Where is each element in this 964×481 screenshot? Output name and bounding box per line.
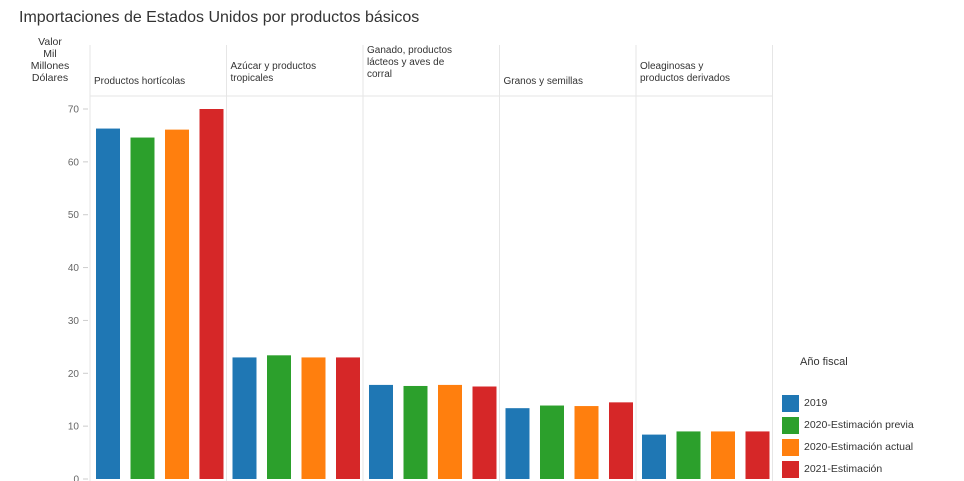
legend-label: 2021-Estimación xyxy=(804,463,883,475)
category-label: productos derivados xyxy=(640,73,730,84)
legend-swatch xyxy=(782,438,799,456)
y-axis-label-line: Valor xyxy=(38,36,62,48)
y-axis-label: Valor Mil Millones Dólares xyxy=(28,36,72,84)
category-label: Azúcar y productos xyxy=(231,61,317,72)
y-tick-label: 70 xyxy=(68,105,80,116)
y-tick-label: 0 xyxy=(73,475,79,481)
legend-item-2019[interactable]: 2019 xyxy=(782,394,827,412)
legend-item-2020-previa[interactable]: 2020-Estimación previa xyxy=(782,416,914,434)
legend-label: 2020-Estimación previa xyxy=(804,419,914,431)
y-tick-label: 20 xyxy=(68,369,80,380)
category-label: Ganado, productos xyxy=(367,45,452,56)
bar-2020-estimaci-n-previa xyxy=(540,405,564,479)
y-tick-label: 30 xyxy=(68,316,80,327)
y-tick-label: 50 xyxy=(68,210,80,221)
category-label: Productos hortícolas xyxy=(94,76,185,87)
bar-2019 xyxy=(505,408,530,479)
y-tick-label: 10 xyxy=(68,422,80,433)
y-axis-label-line: Mil xyxy=(43,48,57,60)
bar-2019 xyxy=(96,128,120,480)
category-label: Granos y semillas xyxy=(504,76,583,87)
bar-2021-estimaci-n xyxy=(609,402,633,479)
bar-2019 xyxy=(232,357,257,479)
bar-2021-estimaci-n xyxy=(745,431,770,479)
y-axis-label-line: Dólares xyxy=(31,72,69,84)
category-label: lácteos y aves de xyxy=(367,57,445,68)
bar-2020-estimaci-n-previa xyxy=(267,355,291,479)
chart-title: Importaciones de Estados Unidos por prod… xyxy=(19,9,420,26)
bar-2020-estimaci-n-actual xyxy=(438,384,462,479)
legend-title: Año fiscal xyxy=(800,356,848,368)
legend-item-2021[interactable]: 2021-Estimación xyxy=(782,460,882,478)
bar-2020-estimaci-n-actual xyxy=(711,431,735,479)
legend-label: 2019 xyxy=(804,397,828,409)
bar-2020-estimaci-n-actual xyxy=(574,406,599,479)
bar-2020-estimaci-n-actual xyxy=(301,357,326,479)
legend-swatch xyxy=(782,460,799,478)
bar-2020-estimaci-n-previa xyxy=(130,137,155,480)
y-axis-label-line: Millones xyxy=(30,60,70,72)
bar-2020-estimaci-n-previa xyxy=(403,385,428,479)
legend-label: 2020-Estimación actual xyxy=(804,441,914,453)
bar-2019 xyxy=(369,384,393,479)
category-label: corral xyxy=(367,69,392,80)
bar-2020-estimaci-n-actual xyxy=(165,129,189,479)
legend-swatch xyxy=(782,416,799,434)
bar-2020-estimaci-n-previa xyxy=(676,431,701,479)
category-label: Oleaginosas y xyxy=(640,61,703,72)
legend-swatch xyxy=(782,394,799,412)
bar-2021-estimaci-n xyxy=(199,109,224,479)
legend-item-2020-actual[interactable]: 2020-Estimación actual xyxy=(782,438,913,456)
bar-2019 xyxy=(642,434,666,479)
bar-2021-estimaci-n xyxy=(472,386,497,479)
y-tick-label: 40 xyxy=(68,263,80,274)
bar-2021-estimaci-n xyxy=(336,357,360,479)
category-label: tropicales xyxy=(231,73,274,84)
y-tick-label: 60 xyxy=(68,157,80,168)
